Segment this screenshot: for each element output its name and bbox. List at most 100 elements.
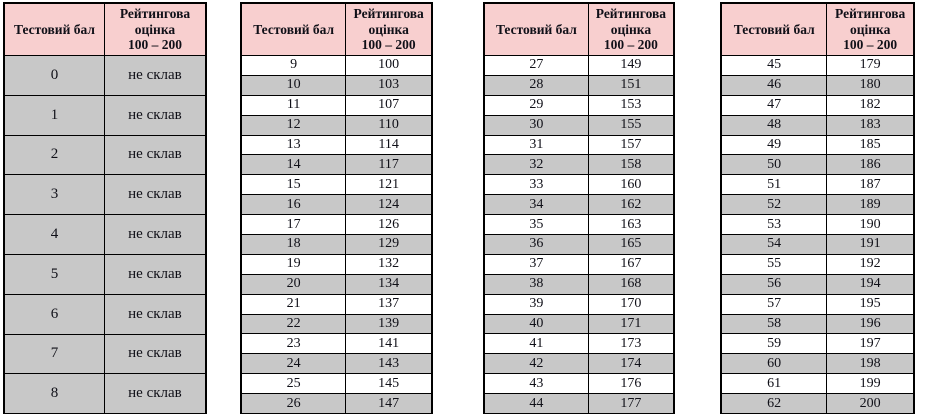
- score-cell: 49: [720, 134, 828, 156]
- score-cell: 8: [3, 373, 105, 414]
- conversion-table-3: Тестовий бал Рейтингова оцінка 100 – 200 2…: [483, 2, 675, 414]
- rating-cell: не склав: [103, 373, 207, 414]
- rating-cell: 198: [826, 353, 915, 375]
- rating-cell: не склав: [103, 94, 207, 136]
- score-cell: 35: [483, 214, 589, 236]
- score-cell: 20: [240, 273, 347, 295]
- rating-header-line: оцінка: [134, 21, 176, 37]
- score-cell: 34: [483, 194, 589, 216]
- table-row: 0 не склав: [3, 55, 207, 96]
- rating-header-line: 100 – 200: [127, 37, 182, 53]
- rating-cell: 162: [587, 194, 675, 216]
- rating-cell: 174: [587, 353, 675, 375]
- score-cell: 29: [483, 94, 589, 116]
- rating-column-header: Рейтингова оцінка 100 – 200: [103, 2, 207, 56]
- score-column-header: Тестовий бал: [240, 2, 347, 56]
- score-cell: 25: [240, 373, 347, 395]
- table-row: 58 196: [720, 313, 915, 335]
- score-cell: 54: [720, 234, 828, 255]
- score-cell: 6: [3, 293, 105, 335]
- rating-cell: 167: [587, 253, 675, 275]
- table-row: 22 139: [240, 313, 433, 335]
- table-row: 30 155: [483, 114, 675, 136]
- score-cell: 12: [240, 114, 347, 136]
- table-row: 5 не склав: [3, 253, 207, 295]
- rating-cell: 107: [345, 94, 433, 116]
- rating-cell: 145: [345, 373, 433, 395]
- table-row: 14 117: [240, 154, 433, 176]
- score-cell: 51: [720, 174, 828, 196]
- table-row: 10 103: [240, 74, 433, 96]
- rating-header-line: Рейтингова: [835, 5, 906, 21]
- rating-cell: не склав: [103, 214, 207, 255]
- rating-column-header: Рейтингова оцінка 100 – 200: [587, 2, 675, 56]
- table-row: 2 не склав: [3, 134, 207, 176]
- table-row: 1 не склав: [3, 94, 207, 136]
- rating-cell: 126: [345, 214, 433, 236]
- score-cell: 28: [483, 74, 589, 96]
- rating-cell: 129: [345, 234, 433, 255]
- rating-column-header: Рейтингова оцінка 100 – 200: [826, 2, 915, 56]
- rating-cell: 160: [587, 174, 675, 196]
- table-row: 11 107: [240, 94, 433, 116]
- table-row: 41 173: [483, 333, 675, 355]
- table-row: 32 158: [483, 154, 675, 176]
- score-cell: 42: [483, 353, 589, 375]
- table-row: 24 143: [240, 353, 433, 375]
- score-cell: 50: [720, 154, 828, 176]
- score-cell: 22: [240, 313, 347, 335]
- rating-header-line: Рейтингова: [119, 5, 191, 21]
- table-row: 3 не склав: [3, 174, 207, 216]
- score-cell: 24: [240, 353, 347, 375]
- rating-cell: 124: [345, 194, 433, 216]
- table-row: 56 194: [720, 273, 915, 295]
- score-cell: 19: [240, 253, 347, 275]
- table-row: 57 195: [720, 293, 915, 315]
- table-row: 15 121: [240, 174, 433, 196]
- table-row: 27 149: [483, 55, 675, 76]
- table-row: 51 187: [720, 174, 915, 196]
- rating-cell: 173: [587, 333, 675, 355]
- table-row: 4 не склав: [3, 214, 207, 255]
- table-body: 9 100 10 103 11 107 12 110 13 114 14 117 15 121 16 124 1…: [240, 55, 433, 414]
- table-row: 60 198: [720, 353, 915, 375]
- rating-cell: 200: [826, 393, 915, 414]
- rating-cell: 179: [826, 55, 915, 76]
- rating-cell: 170: [587, 293, 675, 315]
- table-row: 61 199: [720, 373, 915, 395]
- rating-cell: 168: [587, 273, 675, 295]
- table-row: 40 171: [483, 313, 675, 335]
- rating-cell: 100: [345, 55, 433, 76]
- rating-cell: 139: [345, 313, 433, 335]
- score-cell: 39: [483, 293, 589, 315]
- rating-cell: 196: [826, 313, 915, 335]
- score-cell: 23: [240, 333, 347, 355]
- table-row: 52 189: [720, 194, 915, 216]
- table-row: 6 не склав: [3, 293, 207, 335]
- score-cell: 2: [3, 134, 105, 176]
- table-row: 12 110: [240, 114, 433, 136]
- table-row: 44 177: [483, 393, 675, 414]
- rating-cell: 153: [587, 94, 675, 116]
- table-row: 54 191: [720, 234, 915, 255]
- score-cell: 21: [240, 293, 347, 315]
- score-cell: 7: [3, 333, 105, 375]
- score-cell: 18: [240, 234, 347, 255]
- rating-cell: не склав: [103, 253, 207, 295]
- score-cell: 4: [3, 214, 105, 255]
- table-row: 31 157: [483, 134, 675, 156]
- score-cell: 30: [483, 114, 589, 136]
- table-row: 19 132: [240, 253, 433, 275]
- rating-header-line: 100 – 200: [603, 37, 658, 53]
- score-cell: 32: [483, 154, 589, 176]
- score-column-header: Тестовий бал: [483, 2, 589, 56]
- score-cell: 38: [483, 273, 589, 295]
- rating-header-line: Рейтингова: [595, 5, 667, 21]
- rating-cell: 157: [587, 134, 675, 156]
- rating-cell: 190: [826, 214, 915, 236]
- rating-cell: 195: [826, 293, 915, 315]
- score-cell: 47: [720, 94, 828, 116]
- score-cell: 0: [3, 55, 105, 96]
- score-cell: 48: [720, 114, 828, 136]
- score-cell: 59: [720, 333, 828, 355]
